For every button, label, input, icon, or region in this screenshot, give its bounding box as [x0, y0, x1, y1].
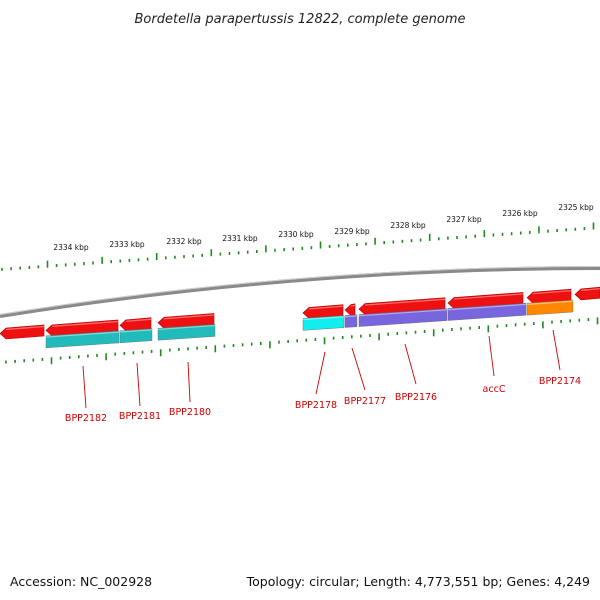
- genome-stats-text: Topology: circular; Length: 4,773,551 bp…: [246, 574, 590, 589]
- scale-label: 2326 kbp: [502, 209, 538, 218]
- cog-bar-shine: [358, 309, 448, 317]
- cog-bar-shine: [344, 315, 358, 318]
- inner-scale-ticks: [5, 317, 599, 365]
- cds-arrow-shine: [5, 325, 45, 331]
- scale-label: 2334 kbp: [53, 243, 89, 252]
- cog-bar: [526, 299, 574, 316]
- cog-bar: [447, 303, 527, 321]
- cog-bar: [358, 308, 448, 327]
- gene-leader-line: [351, 347, 366, 391]
- cds-arrow-shine: [125, 318, 152, 322]
- cog-bar: [302, 315, 345, 331]
- gene-leader-line: [315, 351, 326, 395]
- cds-arrow: [344, 303, 356, 316]
- genome-backbone: [0, 266, 600, 318]
- scale-label: 2332 kbp: [166, 237, 202, 246]
- gene-label-leaders: [82, 329, 561, 409]
- cds-arrow-shine: [308, 305, 344, 310]
- accession-text: Accession: NC_002928: [10, 574, 152, 589]
- gene-leader-line: [552, 329, 561, 371]
- cog-bar: [344, 314, 358, 328]
- cds-arrow-shine: [364, 298, 446, 306]
- scale-label: 2325 kbp: [558, 203, 594, 212]
- gene-label: BPP2174: [539, 376, 581, 387]
- cog-bar: [119, 328, 153, 344]
- cds-arrow-shine: [580, 288, 600, 291]
- cds-arrow-shine: [163, 314, 215, 320]
- cog-bar: [157, 324, 216, 341]
- cds-arrow: [358, 297, 446, 315]
- cds-arrow-shine: [51, 320, 119, 327]
- gene-leader-line: [82, 365, 87, 409]
- scale-label: 2327 kbp: [446, 215, 482, 224]
- cds-track: [0, 286, 600, 340]
- gene-leader-line: [187, 361, 191, 403]
- gene-leader-line: [488, 335, 495, 377]
- cog-bar-shine: [119, 329, 153, 333]
- cog-bar-shine: [45, 331, 120, 338]
- cog-bar-shine: [447, 303, 527, 311]
- gene-labels: BPP2182 BPP2181 BPP2180 BPP2178 BPP2177 BPP21…: [65, 376, 581, 424]
- scale-labels: 2334 kbp 2333 kbp 2332 kbp 2331 kbp 2330 kbp…: [53, 203, 594, 252]
- cog-track: [45, 299, 574, 349]
- cds-arrow: [45, 319, 119, 337]
- map-title: Bordetella parapertussis 12822, complete…: [135, 12, 466, 27]
- cog-bar-shine: [157, 324, 216, 331]
- scale-label: 2329 kbp: [334, 227, 370, 236]
- cog-bar-shine: [302, 316, 345, 321]
- scale-label: 2330 kbp: [278, 230, 314, 239]
- outer-scale-ticks: [1, 222, 595, 271]
- gene-label: BPP2182: [65, 413, 107, 424]
- genome-backbone-highlight: [0, 266, 600, 315]
- gene-leader-line: [136, 362, 141, 407]
- gene-label: accC: [483, 384, 506, 395]
- scale-label: 2333 kbp: [109, 240, 145, 249]
- gene-label: BPP2178: [295, 400, 337, 411]
- cog-bar: [45, 330, 120, 349]
- scale-label: 2331 kbp: [222, 234, 258, 243]
- gene-label: BPP2177: [344, 396, 386, 407]
- gene-leader-line: [404, 343, 417, 385]
- gene-label: BPP2181: [119, 411, 161, 422]
- cds-arrow-shine: [350, 304, 356, 307]
- cds-arrow-shine: [532, 290, 572, 295]
- gene-label: BPP2180: [169, 407, 211, 418]
- cog-bar-shine: [526, 300, 574, 305]
- cds-arrow-shine: [453, 293, 524, 300]
- cds-arrow: [157, 313, 215, 329]
- scale-label: 2328 kbp: [390, 221, 426, 230]
- gene-label: BPP2176: [395, 392, 437, 403]
